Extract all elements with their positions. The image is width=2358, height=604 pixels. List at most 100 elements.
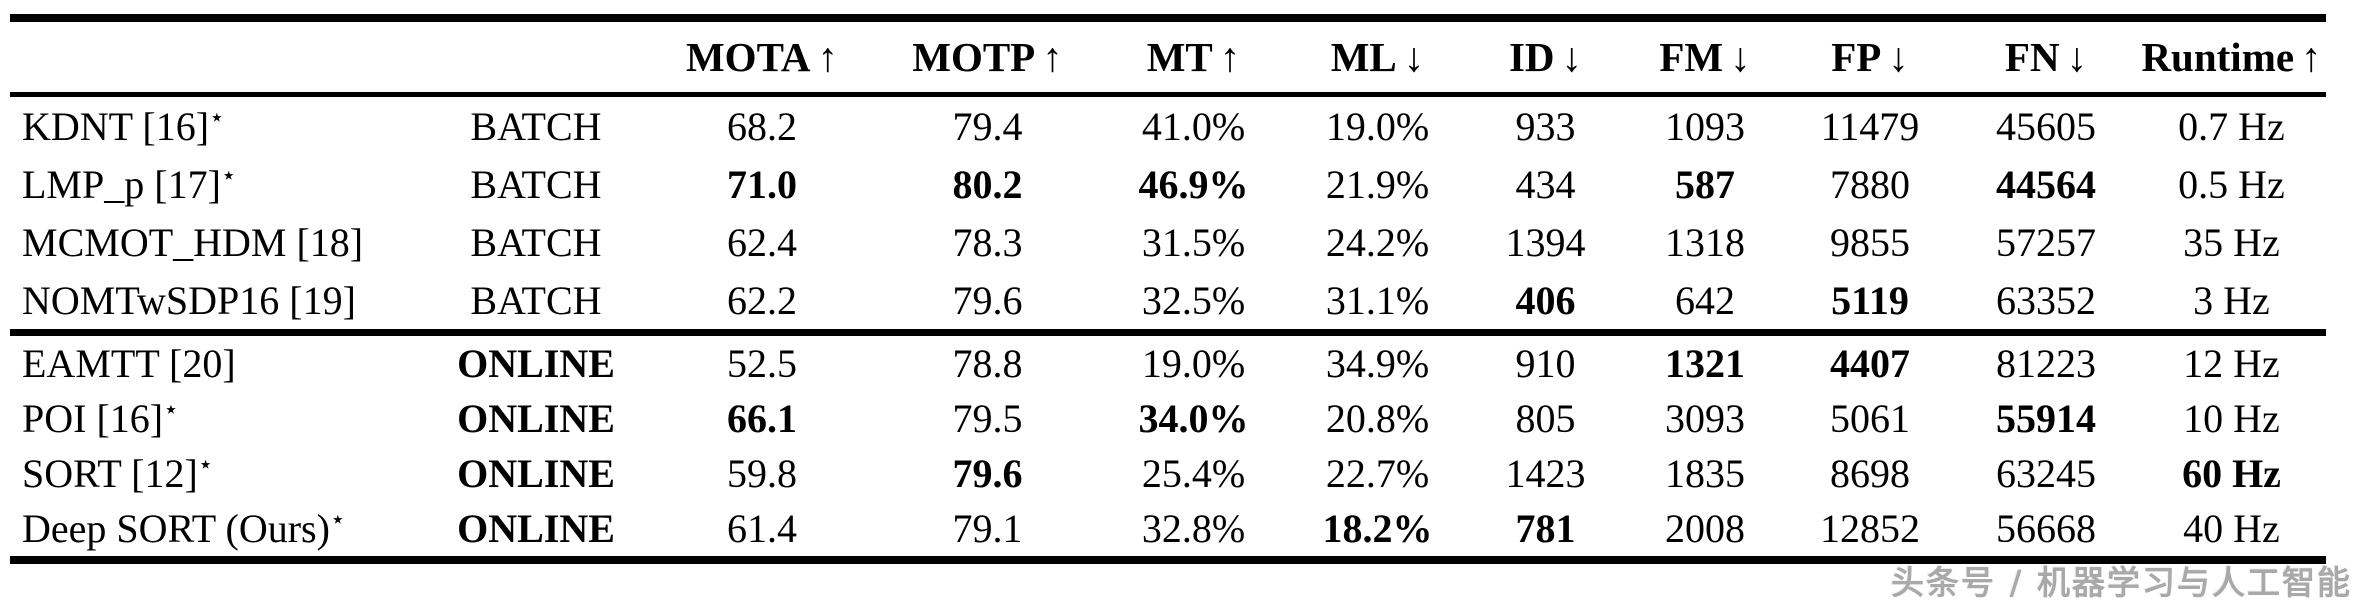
column-label: ML	[1330, 34, 1397, 80]
metric-cell-runtime: 35 Hz	[2183, 219, 2280, 265]
column-label: ID	[1508, 34, 1555, 80]
star-superscript: ⋆	[209, 104, 225, 132]
metric-cell-fp: 11479	[1820, 103, 1920, 149]
metric-cell-motp: 79.5	[952, 396, 1023, 441]
metric-cell-fp: 5061	[1830, 396, 1910, 441]
metric-cell-motp: 79.6	[877, 271, 1098, 336]
metric-cell-mt: 41.0%	[1141, 103, 1246, 149]
column-header-fm: FM ↓	[1625, 18, 1785, 97]
mode-cell: ONLINE	[457, 506, 615, 551]
metric-cell-fn: 45605	[1996, 103, 2096, 149]
results-table: MOTA ↑ MOTP ↑ MT ↑ ML ↓ ID ↓ FM ↓ FP ↓ FN ↓ Runtime ↑ KDN…	[10, 14, 2326, 564]
metric-cell-fn: 57257	[1996, 219, 2096, 265]
metric-cell-mt: 32.8%	[1141, 506, 1246, 551]
column-header-mt: MT ↑	[1098, 18, 1289, 97]
table-row-online-0: EAMTT [20] ONLINE 52.5 78.8 19.0% 34.9% 910 132…	[10, 333, 2326, 392]
mode-cell: ONLINE	[457, 396, 615, 441]
tracker-name: EAMTT [20]	[22, 341, 236, 386]
table-row-batch-0: KDNT [16]⋆ BATCH 68.2 79.4 41.0% 19.0% 933 1093…	[10, 95, 2326, 156]
metric-cell-runtime: 0.5 Hz	[2178, 161, 2285, 207]
metric-cell-mota: 68.2	[727, 103, 797, 149]
tracker-name: Deep SORT (Ours)	[22, 506, 330, 551]
header-blank	[425, 18, 647, 97]
tracker-name-cell: KDNT [16]⋆	[10, 95, 425, 156]
metric-cell-mt: 19.0%	[1141, 341, 1246, 386]
column-header-id: ID ↓	[1466, 18, 1625, 97]
metric-cell-id: 805	[1515, 396, 1576, 441]
table-row-batch-2: MCMOT_HDM [18] BATCH 62.4 78.3 31.5% 24.2% 139…	[10, 213, 2326, 271]
metric-cell-fn: 81223	[1996, 341, 2096, 386]
metric-cell-mt: 34.0%	[1138, 396, 1249, 441]
star-superscript: ⋆	[329, 506, 346, 534]
metric-cell-id: 933	[1515, 103, 1576, 149]
metric-cell-mt: 31.5%	[1141, 219, 1246, 265]
metric-cell-fm: 587	[1675, 161, 1735, 207]
metric-cell-mota: 62.4	[727, 219, 797, 265]
arrow-up-icon: ↑	[2301, 34, 2322, 80]
metric-cell-ml: 19.0%	[1325, 103, 1430, 149]
metric-cell-ml: 24.2%	[1325, 219, 1430, 265]
tracker-name: NOMTwSDP16 [19]	[22, 277, 356, 323]
tracker-name-cell: MCMOT_HDM [18]	[10, 213, 425, 271]
tracker-name-cell: Deep SORT (Ours)⋆	[10, 501, 425, 560]
metric-cell-runtime: 0.7 Hz	[2178, 103, 2285, 149]
arrow-down-icon: ↓	[2066, 34, 2088, 80]
metric-cell-fp: 4407	[1830, 341, 1910, 386]
mode-cell: BATCH	[470, 219, 602, 265]
metric-cell-id: 434	[1515, 161, 1576, 207]
column-label: FN	[2004, 34, 2060, 80]
table-row-online-3: Deep SORT (Ours)⋆ ONLINE 61.4 79.1 32.8% 18.2…	[10, 501, 2326, 560]
metric-cell-runtime: 60 Hz	[2182, 451, 2281, 496]
metric-cell-ml: 21.9%	[1325, 161, 1430, 207]
metric-cell-mt: 25.4%	[1141, 451, 1246, 496]
metric-cell-ml: 34.9%	[1325, 341, 1430, 386]
arrow-up-icon: ↑	[1042, 34, 1063, 80]
column-header-fn: FN ↓	[1955, 18, 2137, 97]
metric-cell-motp: 79.6	[952, 451, 1023, 496]
star-superscript: ⋆	[220, 162, 237, 190]
metric-cell-fm: 1093	[1665, 103, 1745, 149]
tracker-name: KDNT [16]	[22, 103, 210, 149]
table-header: MOTA ↑ MOTP ↑ MT ↑ ML ↓ ID ↓ FM ↓ FP ↓ FN ↓ Runtime ↑	[10, 18, 2326, 97]
metric-cell-ml: 20.8%	[1325, 396, 1430, 441]
metric-cell-fm: 1321	[1665, 341, 1745, 386]
metric-cell-id: 781	[1515, 506, 1576, 551]
metric-cell-fn: 63245	[1996, 451, 2096, 496]
header-row: MOTA ↑ MOTP ↑ MT ↑ ML ↓ ID ↓ FM ↓ FP ↓ FN ↓ Runtime ↑	[10, 18, 2326, 97]
metric-cell-id: 406	[1466, 271, 1625, 336]
metric-cell-fn: 63352	[1955, 271, 2137, 336]
metric-cell-mota: 62.2	[647, 271, 877, 336]
column-label: Runtime	[2141, 34, 2295, 80]
column-header-motp: MOTP ↑	[877, 18, 1098, 97]
arrow-down-icon: ↓	[1561, 34, 1583, 80]
arrow-down-icon: ↓	[1888, 34, 1909, 80]
star-superscript: ⋆	[197, 451, 214, 479]
column-header-ml: ML ↓	[1289, 18, 1466, 97]
metric-cell-motp: 80.2	[952, 161, 1023, 207]
metric-cell-mota: 59.8	[727, 451, 797, 496]
metric-cell-fm: 642	[1625, 271, 1785, 336]
table-row-batch-1: LMP_p [17]⋆ BATCH 71.0 80.2 46.9% 21.9% 434 587…	[10, 155, 2326, 213]
column-label: FM	[1659, 34, 1724, 80]
arrow-down-icon: ↓	[1730, 34, 1751, 80]
mode-cell: BATCH	[425, 271, 647, 336]
tracker-name: POI [16]	[22, 396, 164, 441]
metric-cell-mota: 52.5	[727, 341, 797, 386]
batch-section: KDNT [16]⋆ BATCH 68.2 79.4 41.0% 19.0% 933 1093…	[10, 95, 2326, 336]
arrow-down-icon: ↓	[1403, 34, 1425, 80]
mode-cell: BATCH	[470, 161, 602, 207]
metric-cell-ml: 31.1%	[1289, 271, 1466, 336]
metric-cell-mota: 61.4	[727, 506, 797, 551]
metric-cell-fn: 55914	[1996, 396, 2096, 441]
column-label: MOTP	[912, 34, 1036, 80]
metric-cell-runtime: 10 Hz	[2183, 396, 2280, 441]
metric-cell-mt: 46.9%	[1138, 161, 1249, 207]
table-row-online-2: SORT [12]⋆ ONLINE 59.8 79.6 25.4% 22.7% 1423 18…	[10, 446, 2326, 501]
metric-cell-fn: 56668	[1996, 506, 2096, 551]
metric-cell-runtime: 40 Hz	[2183, 506, 2280, 551]
tracker-name: SORT [12]	[22, 451, 198, 496]
metric-cell-ml: 22.7%	[1325, 451, 1430, 496]
metric-cell-fm: 3093	[1665, 396, 1745, 441]
online-section: EAMTT [20] ONLINE 52.5 78.8 19.0% 34.9% 910 132…	[10, 333, 2326, 561]
star-superscript: ⋆	[163, 396, 179, 424]
